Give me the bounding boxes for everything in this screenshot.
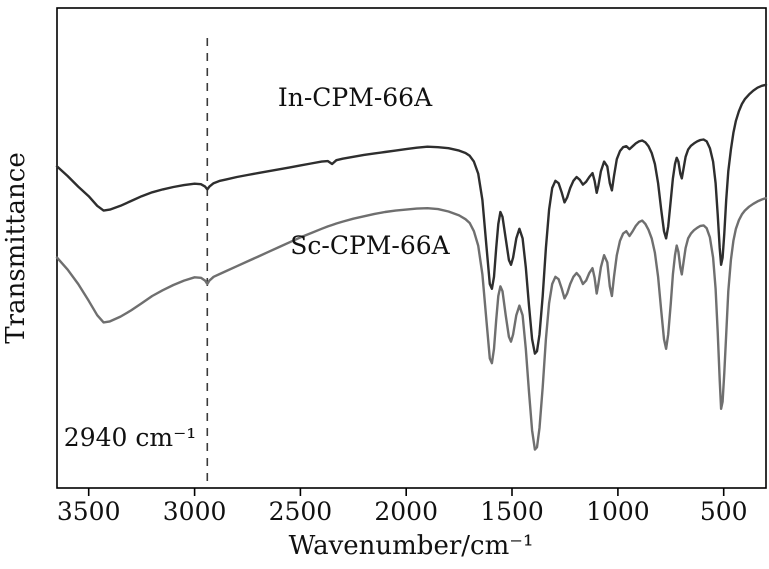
x-tick-label: 500	[700, 497, 748, 526]
spectrum-curve-sc-cpm-66a	[55, 196, 768, 451]
annotation-2940: 2940 cm⁻¹	[64, 423, 197, 452]
x-tick-label: 2000	[374, 497, 438, 526]
x-axis-ticks: 3500 3000 2500 2000 1500 1000 500	[57, 488, 748, 526]
y-axis-label: Transmittance	[1, 152, 31, 343]
plot-frame	[56, 7, 767, 489]
x-tick-label: 2500	[269, 497, 333, 526]
x-axis-label: Wavenumber/cm⁻¹	[289, 531, 534, 561]
x-tick-label: 1500	[480, 497, 544, 526]
series-label-sc-cpm-66a: Sc-CPM-66A	[290, 231, 450, 260]
x-tick-label: 3000	[163, 497, 227, 526]
x-tick-label: 3500	[57, 497, 121, 526]
series-label-in-cpm-66a: In-CPM-66A	[278, 83, 433, 112]
x-tick-label: 1000	[586, 497, 650, 526]
spectrum-curve-in-cpm-66a	[55, 83, 768, 355]
